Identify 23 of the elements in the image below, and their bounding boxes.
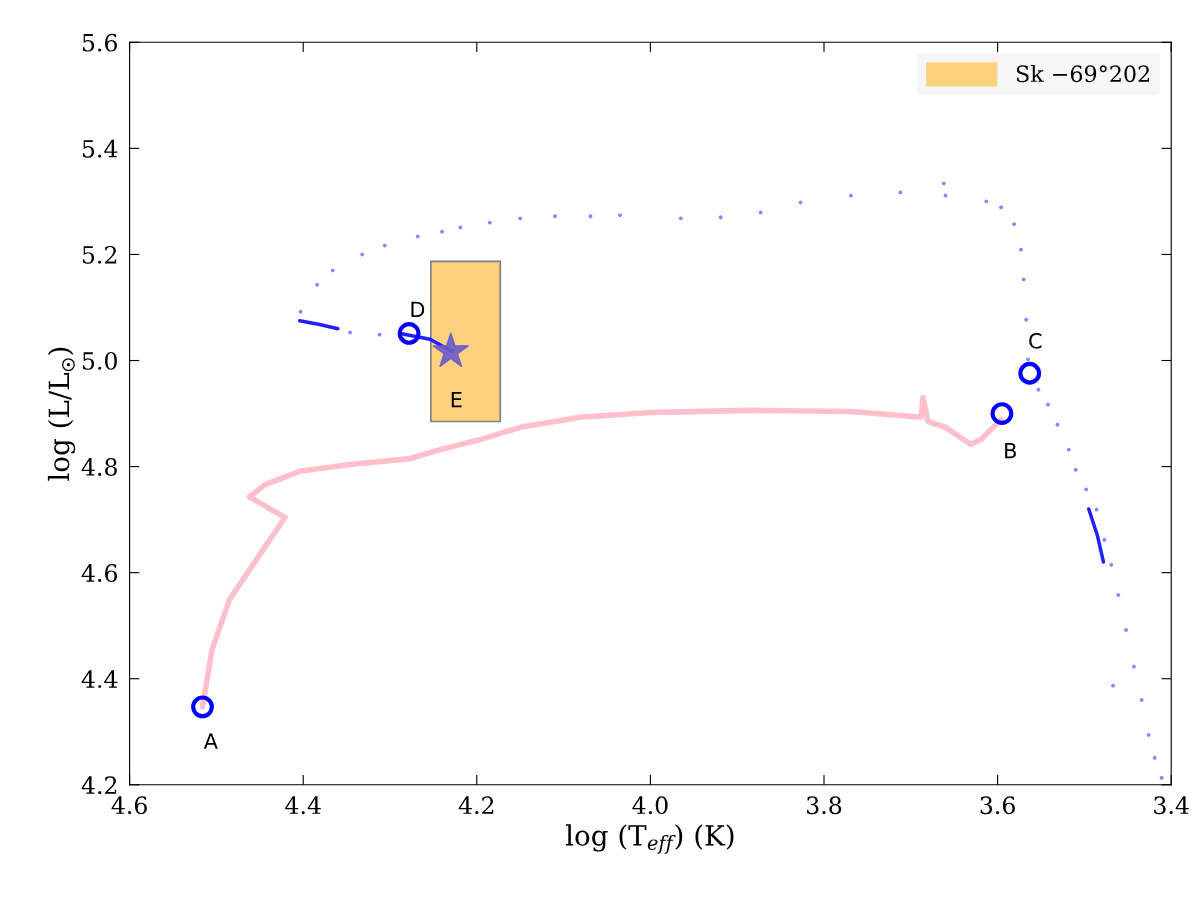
y-axis-title: log (L/L$_{☉}$) bbox=[47, 347, 76, 481]
x-tick-label: 4.2 bbox=[458, 796, 494, 815]
x-tick-label: 3.8 bbox=[807, 796, 842, 815]
annotation: B bbox=[1005, 443, 1016, 459]
legend-label: Sk −69°202 bbox=[1016, 64, 1150, 83]
annotation: E bbox=[451, 392, 462, 408]
y-tick-label: 5.0 bbox=[82, 351, 117, 370]
x-axis-title: log (T$_{eff}$) (K) bbox=[565, 824, 734, 854]
annotation: D bbox=[411, 301, 425, 317]
annotation: C bbox=[1029, 332, 1042, 349]
x-tick-label: 4.4 bbox=[285, 796, 321, 815]
y-tick-label: 5.2 bbox=[82, 245, 117, 264]
y-tick-label: 4.6 bbox=[81, 564, 117, 582]
y-tick-label: 4.8 bbox=[81, 458, 117, 476]
y-tick-label: 4.4 bbox=[81, 670, 118, 689]
y-tick-label: 5.6 bbox=[82, 33, 117, 52]
y-tick-label: 5.4 bbox=[82, 139, 118, 158]
x-tick-label: 4.0 bbox=[632, 796, 668, 815]
x-tick-label: 3.6 bbox=[980, 796, 1015, 815]
x-tick-label: 3.4 bbox=[1154, 796, 1189, 815]
annotation: A bbox=[203, 733, 218, 749]
x-tick-label: 4.6 bbox=[111, 796, 147, 815]
y-tick-label: 4.2 bbox=[81, 776, 117, 795]
